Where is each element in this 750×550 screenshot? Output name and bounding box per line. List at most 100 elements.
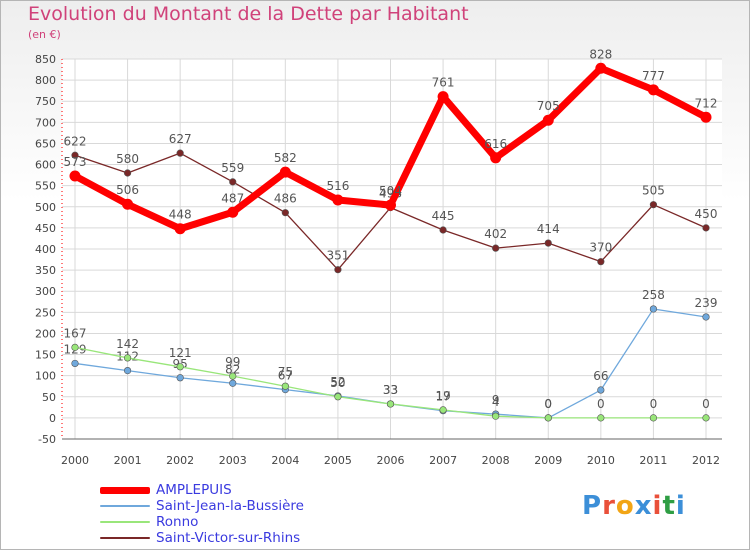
- series-3-point: [334, 266, 342, 274]
- series-1-data-label: 52: [330, 375, 345, 389]
- logo-letter: o: [615, 491, 635, 521]
- series-0-data-label: 573: [64, 155, 87, 169]
- series-0-data-label: 712: [695, 96, 718, 110]
- series-3-point: [71, 151, 79, 159]
- series-2-point: [281, 382, 289, 390]
- y-tick-label: 0: [49, 412, 56, 425]
- series-1-data-label: 17: [435, 390, 450, 404]
- series-2-point: [544, 414, 552, 422]
- legend-label: Saint-Victor-sur-Rhins: [156, 530, 301, 546]
- series-1-point: [649, 305, 658, 313]
- series-1-point: [597, 386, 605, 394]
- series-2-point: [649, 414, 658, 422]
- y-tick-label: 700: [35, 116, 56, 129]
- series-1-point: [176, 374, 184, 382]
- series-0-data-label: 616: [484, 137, 507, 151]
- y-tick-label: 550: [35, 180, 56, 193]
- logo-letter: i: [675, 491, 686, 521]
- x-tick-label: 2004: [271, 454, 299, 467]
- series-1-data-label: 82: [225, 362, 240, 376]
- logo-letter: x: [634, 491, 653, 521]
- legend-swatch: [100, 486, 150, 494]
- series-3-data-label: 370: [589, 241, 612, 255]
- series-2-data-label: 4: [492, 395, 500, 409]
- series-2-point: [71, 343, 79, 351]
- series-3-point: [597, 258, 605, 266]
- chart-unit: (en €): [28, 28, 61, 41]
- logo-letter: i: [652, 491, 663, 521]
- series-2-data-label: 142: [116, 337, 139, 351]
- series-3-point: [176, 149, 184, 157]
- series-0-point: [69, 170, 81, 182]
- series-2-point: [123, 354, 132, 362]
- x-tick-label: 2000: [61, 454, 89, 467]
- series-3-data-label: 505: [642, 184, 665, 198]
- legend-label: Saint-Jean-la-Bussière: [156, 498, 304, 514]
- series-1-data-label: 67: [278, 369, 293, 383]
- series-1-point: [229, 379, 237, 387]
- series-3-data-label: 351: [326, 249, 349, 263]
- series-3-data-label: 445: [432, 209, 455, 223]
- series-0-data-label: 448: [169, 208, 192, 222]
- y-tick-label: 300: [35, 285, 56, 298]
- series-1-data-label: 66: [593, 369, 608, 383]
- series-1-data-label: 0: [544, 397, 552, 411]
- series-3-data-label: 402: [484, 227, 507, 241]
- series-0-data-label: 487: [221, 191, 244, 205]
- x-tick-label: 2011: [639, 454, 667, 467]
- series-0-data-label: 506: [116, 183, 139, 197]
- legend-item: Ronno: [100, 514, 304, 530]
- series-0-point: [647, 84, 659, 96]
- series-2-data-label: 33: [383, 383, 398, 397]
- series-0-data-label: 828: [589, 47, 612, 61]
- series-2-point: [702, 414, 710, 422]
- x-tick-label: 2003: [219, 454, 247, 467]
- legend-item: AMPLEPUIS: [100, 482, 304, 498]
- series-0-point: [174, 223, 186, 235]
- series-1-data-label: 33: [383, 383, 398, 397]
- legend-item: Saint-Victor-sur-Rhins: [100, 530, 304, 546]
- logo-letter: P: [582, 491, 603, 521]
- chart-legend: AMPLEPUIS Saint-Jean-la-Bussière Ronno Sain…: [100, 482, 304, 546]
- series-2-point: [229, 372, 237, 380]
- legend-swatch: [100, 537, 150, 539]
- y-tick-label: 150: [35, 349, 56, 362]
- y-tick-label: -50: [38, 433, 56, 446]
- series-2-point: [386, 400, 395, 408]
- series-2-point: [597, 414, 605, 422]
- series-1-point: [71, 359, 79, 368]
- series-3-data-label: 622: [64, 134, 87, 148]
- series-3-point: [649, 201, 658, 209]
- series-0-point: [122, 198, 134, 210]
- series-2-point: [334, 393, 342, 401]
- y-tick-label: 750: [35, 95, 56, 108]
- series-3-data-label: 627: [169, 132, 192, 146]
- series-3-point: [229, 178, 237, 186]
- series-0-point: [332, 194, 344, 206]
- series-2-point: [176, 363, 184, 371]
- series-3-point: [123, 169, 132, 177]
- series-3-point: [281, 209, 289, 217]
- legend-swatch: [100, 505, 150, 507]
- series-2-data-label: 99: [225, 355, 240, 369]
- series-2-data-label: 0: [702, 397, 710, 411]
- x-tick-label: 2008: [482, 454, 510, 467]
- y-tick-label: 400: [35, 243, 56, 256]
- series-3-point: [492, 244, 500, 252]
- series-1-data-label: 258: [642, 288, 665, 302]
- legend-item: Saint-Jean-la-Bussière: [100, 498, 304, 514]
- series-0-point: [227, 206, 239, 218]
- series-3-point: [702, 224, 710, 232]
- series-1-data-label: 239: [695, 296, 718, 310]
- series-0-point: [490, 152, 502, 164]
- series-2-data-label: 19: [435, 389, 450, 403]
- series-1-point: [702, 313, 710, 321]
- x-tick-label: 2006: [377, 454, 405, 467]
- series-0-data-label: 761: [432, 76, 455, 90]
- series-0-point: [279, 166, 291, 178]
- series-3-data-label: 450: [695, 207, 718, 221]
- x-tick-label: 2005: [324, 454, 352, 467]
- x-tick-label: 2002: [166, 454, 194, 467]
- series-0-data-label: 582: [274, 151, 297, 165]
